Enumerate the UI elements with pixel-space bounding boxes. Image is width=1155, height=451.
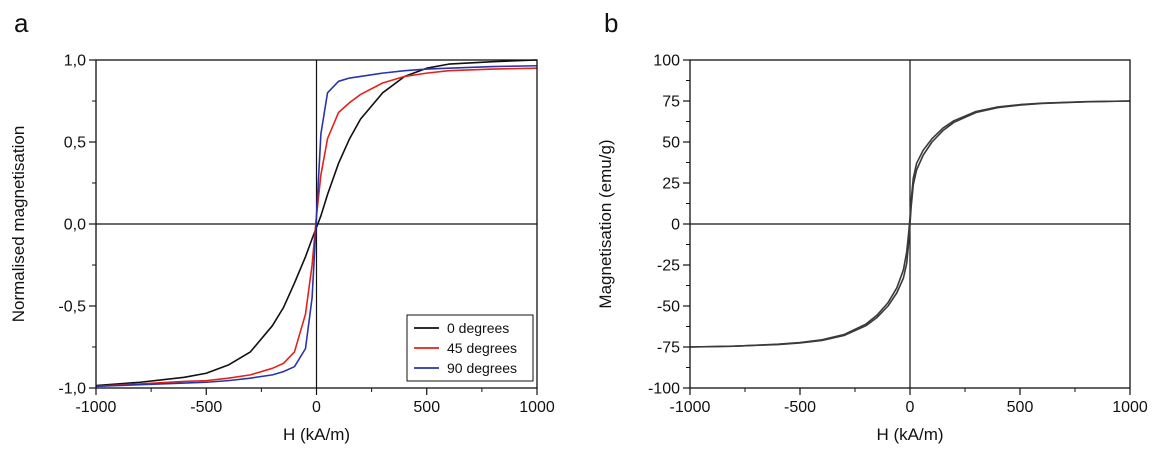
- legend-entry: 0 degrees: [447, 320, 509, 336]
- x-tick-label: -500: [190, 399, 222, 416]
- panel-a: a -1000 -500 0 500 1000 -1,0 -0,5 0,0 0,5 1,0 H (kA…: [9, 8, 555, 444]
- x-tick-label: 1000: [519, 399, 555, 416]
- x-axis-label: H (kA/m): [283, 425, 350, 444]
- y-tick-label: -0,5: [58, 299, 86, 316]
- y-tick-label: -50: [657, 299, 680, 316]
- x-tick-label: 500: [413, 399, 440, 416]
- x-tick-label: 500: [1007, 399, 1034, 416]
- y-tick-label: -25: [657, 258, 680, 275]
- y-tick-label: -75: [657, 340, 680, 357]
- y-tick-label: 0: [671, 217, 680, 234]
- legend-entry: 90 degrees: [447, 360, 517, 376]
- y-tick-label: 0,0: [64, 217, 86, 234]
- y-tick-label: 50: [662, 135, 680, 152]
- y-tick-label: 100: [653, 53, 680, 70]
- series-line-90-degrees: [95, 64, 538, 388]
- x-axis-label: H (kA/m): [876, 425, 943, 444]
- y-tick-label: 0,5: [64, 135, 86, 152]
- x-tick-label: 0: [312, 399, 321, 416]
- legend-entry: 45 degrees: [447, 340, 517, 356]
- legend: 0 degrees 45 degrees 90 degrees: [406, 314, 534, 382]
- panel-letter: b: [604, 8, 618, 38]
- x-tick-label: -1000: [76, 399, 117, 416]
- y-tick-label: -100: [648, 381, 680, 398]
- y-tick-label: 75: [662, 94, 680, 111]
- x-tick-label: -500: [784, 399, 816, 416]
- x-tick-label: 1000: [1112, 399, 1148, 416]
- panel-b: b -1000 -500 0 500 1000 -100 -75 -50 -25 0 25 50 75 10…: [596, 8, 1148, 444]
- y-axis-label: Normalised magnetisation: [9, 126, 28, 323]
- panel-letter: a: [14, 8, 29, 38]
- y-axis-label: Magnetisation (emu/g): [596, 139, 615, 308]
- x-tick-label: 0: [906, 399, 915, 416]
- y-tick-label: 1,0: [64, 53, 86, 70]
- x-tick-label: -1000: [670, 399, 711, 416]
- y-tick-label: -1,0: [58, 381, 86, 398]
- series-line-2: [689, 100, 1131, 348]
- y-tick-label: 25: [662, 176, 680, 193]
